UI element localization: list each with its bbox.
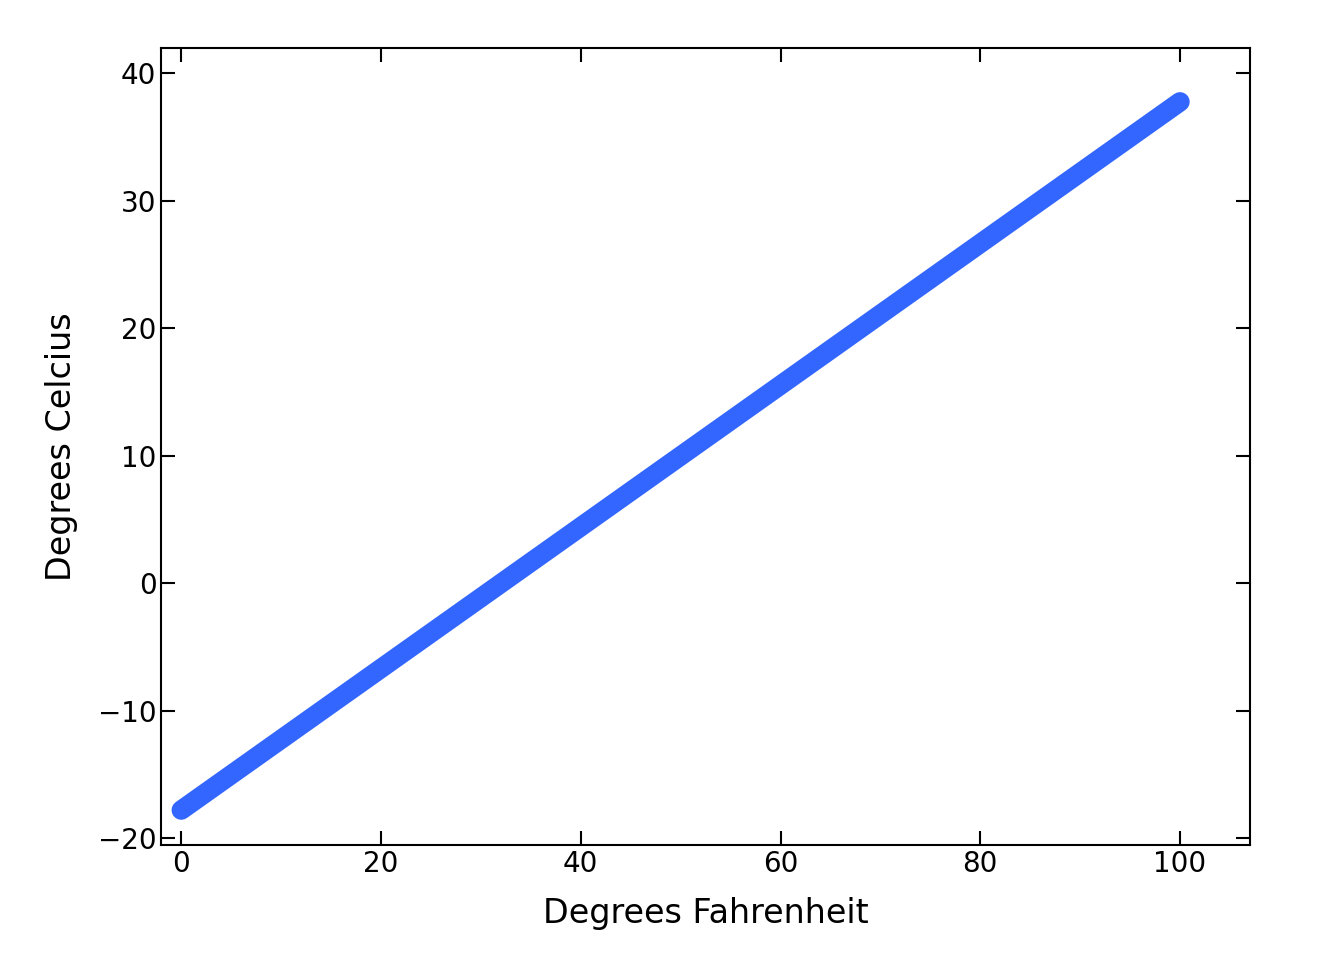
X-axis label: Degrees Fahrenheit: Degrees Fahrenheit — [543, 897, 868, 930]
Y-axis label: Degrees Celcius: Degrees Celcius — [46, 312, 78, 581]
